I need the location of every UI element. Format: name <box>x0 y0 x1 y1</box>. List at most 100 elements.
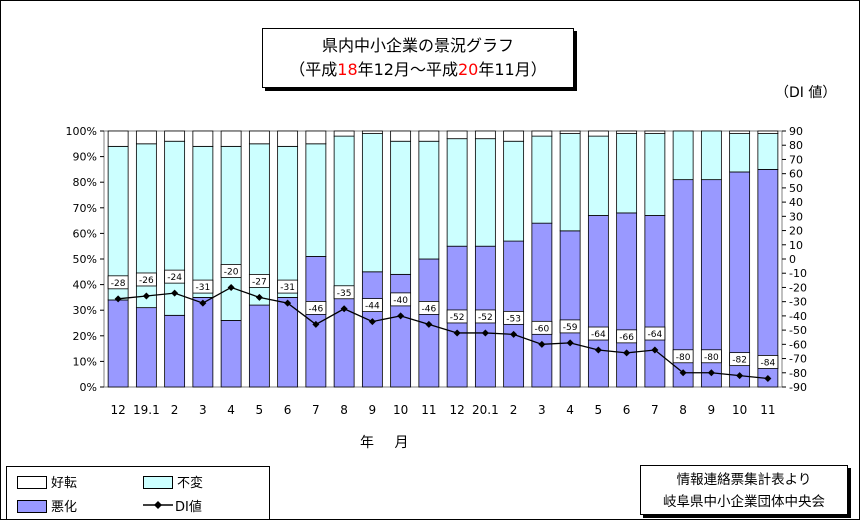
bar-unchanged <box>305 143 327 257</box>
di-marker <box>623 349 631 357</box>
di-marker <box>764 374 772 382</box>
di-data-label: -53 <box>506 314 521 324</box>
di-label-box <box>277 279 299 294</box>
left-tick-label: 80% <box>73 176 97 189</box>
bar-improved <box>446 130 468 140</box>
di-data-label: -46 <box>309 304 324 314</box>
x-tick-label: 9 <box>369 403 377 417</box>
di-label-box <box>220 264 242 278</box>
bar-improved <box>616 130 638 134</box>
di-label-box <box>672 349 694 364</box>
x-tick-label: 8 <box>340 403 348 417</box>
right-tick-label: -30 <box>789 296 807 309</box>
bar-improved <box>333 130 355 137</box>
bar-worsened <box>644 215 666 388</box>
x-tick-label: 5 <box>595 403 603 417</box>
chart-title-line1: 県内中小企業の景況グラフ <box>321 36 514 55</box>
right-tick-label: -40 <box>789 310 807 323</box>
di-data-label: -31 <box>280 283 295 293</box>
bar-worsened <box>164 314 186 388</box>
bar-improved <box>559 130 581 134</box>
di-label-box <box>192 279 214 294</box>
di-label-box <box>587 326 609 341</box>
chart-title-line2: （平成18年12月～平成20年11月） <box>263 58 573 82</box>
di-label-box <box>616 329 638 344</box>
bar-unchanged <box>277 145 299 298</box>
x-axis-label: 年 月 <box>360 435 417 451</box>
bar-improved <box>587 130 609 137</box>
di-label-box <box>757 355 779 369</box>
source-note: 情報連絡票集計表より 岐阜県中小企業団体中央会 <box>640 465 848 515</box>
di-marker <box>651 346 659 354</box>
right-tick-label: 80 <box>789 139 803 152</box>
bar-unchanged <box>446 138 468 247</box>
bar-improved <box>531 130 553 137</box>
bar-worsened <box>616 212 638 388</box>
di-data-label: -27 <box>252 277 267 287</box>
di-label-box <box>135 272 157 287</box>
left-tick-label: 100% <box>66 125 97 138</box>
bar-worsened <box>390 273 412 388</box>
bar-improved <box>220 130 242 147</box>
di-label-box <box>644 326 666 341</box>
di-data-label: -28 <box>111 279 126 289</box>
di-data-label: -60 <box>535 324 550 334</box>
di-data-label: -64 <box>591 330 606 340</box>
di-marker <box>707 369 715 377</box>
di-marker <box>425 320 433 328</box>
di-marker <box>255 293 263 301</box>
di-marker <box>284 299 292 307</box>
bar-unchanged <box>587 135 609 216</box>
bar-worsened <box>587 215 609 388</box>
left-tick-label: 70% <box>73 202 97 215</box>
x-tick-label: 6 <box>284 403 292 417</box>
title-suffix: 年11月） <box>478 60 547 79</box>
right-tick-label: -60 <box>789 338 807 351</box>
di-label-box <box>248 273 270 288</box>
source-line1: 情報連絡票集計表より <box>676 472 812 488</box>
x-tick-label: 4 <box>566 403 574 417</box>
bar-improved <box>474 130 496 140</box>
di-marker <box>227 283 235 291</box>
di-label-box <box>361 298 383 312</box>
legend-label-improved: 好転 <box>51 476 78 491</box>
di-label-box <box>164 269 186 284</box>
di-data-label: -64 <box>648 330 663 340</box>
di-data-label: -59 <box>563 323 578 333</box>
x-tick-label: 7 <box>312 403 320 417</box>
right-tick-label: -50 <box>789 324 807 337</box>
x-tick-label: 7 <box>651 403 659 417</box>
left-tick-label: 40% <box>73 279 97 292</box>
di-marker <box>594 346 602 354</box>
bar-unchanged <box>644 133 666 216</box>
x-tick-label: 3 <box>199 403 207 417</box>
di-marker <box>736 372 744 380</box>
di-label-box <box>305 301 327 315</box>
x-tick-label: 20.1 <box>472 403 499 417</box>
right-tick-label: -20 <box>789 281 807 294</box>
di-data-label: -46 <box>422 304 437 314</box>
di-marker <box>312 320 320 328</box>
di-label-box <box>333 285 355 300</box>
legend-swatch-di <box>143 501 173 509</box>
di-marker <box>481 329 489 337</box>
right-axis-unit: （DI 値） <box>775 85 837 101</box>
bar-unchanged <box>559 133 581 232</box>
bar-unchanged <box>503 140 525 242</box>
bar-worsened <box>192 296 214 388</box>
bar-unchanged <box>729 133 751 173</box>
di-label-box <box>700 349 722 364</box>
bar-worsened <box>248 304 270 388</box>
di-marker <box>566 339 574 347</box>
di-label-box <box>531 320 553 335</box>
x-tick-label: 5 <box>256 403 264 417</box>
di-label-box <box>107 275 129 290</box>
bar-improved <box>107 130 129 147</box>
di-marker <box>538 340 546 348</box>
title-year-end: 20 <box>458 60 479 79</box>
left-tick-label: 60% <box>73 227 97 240</box>
bar-improved <box>644 130 666 134</box>
source-line2: 岐阜県中小企業団体中央会 <box>663 494 825 510</box>
